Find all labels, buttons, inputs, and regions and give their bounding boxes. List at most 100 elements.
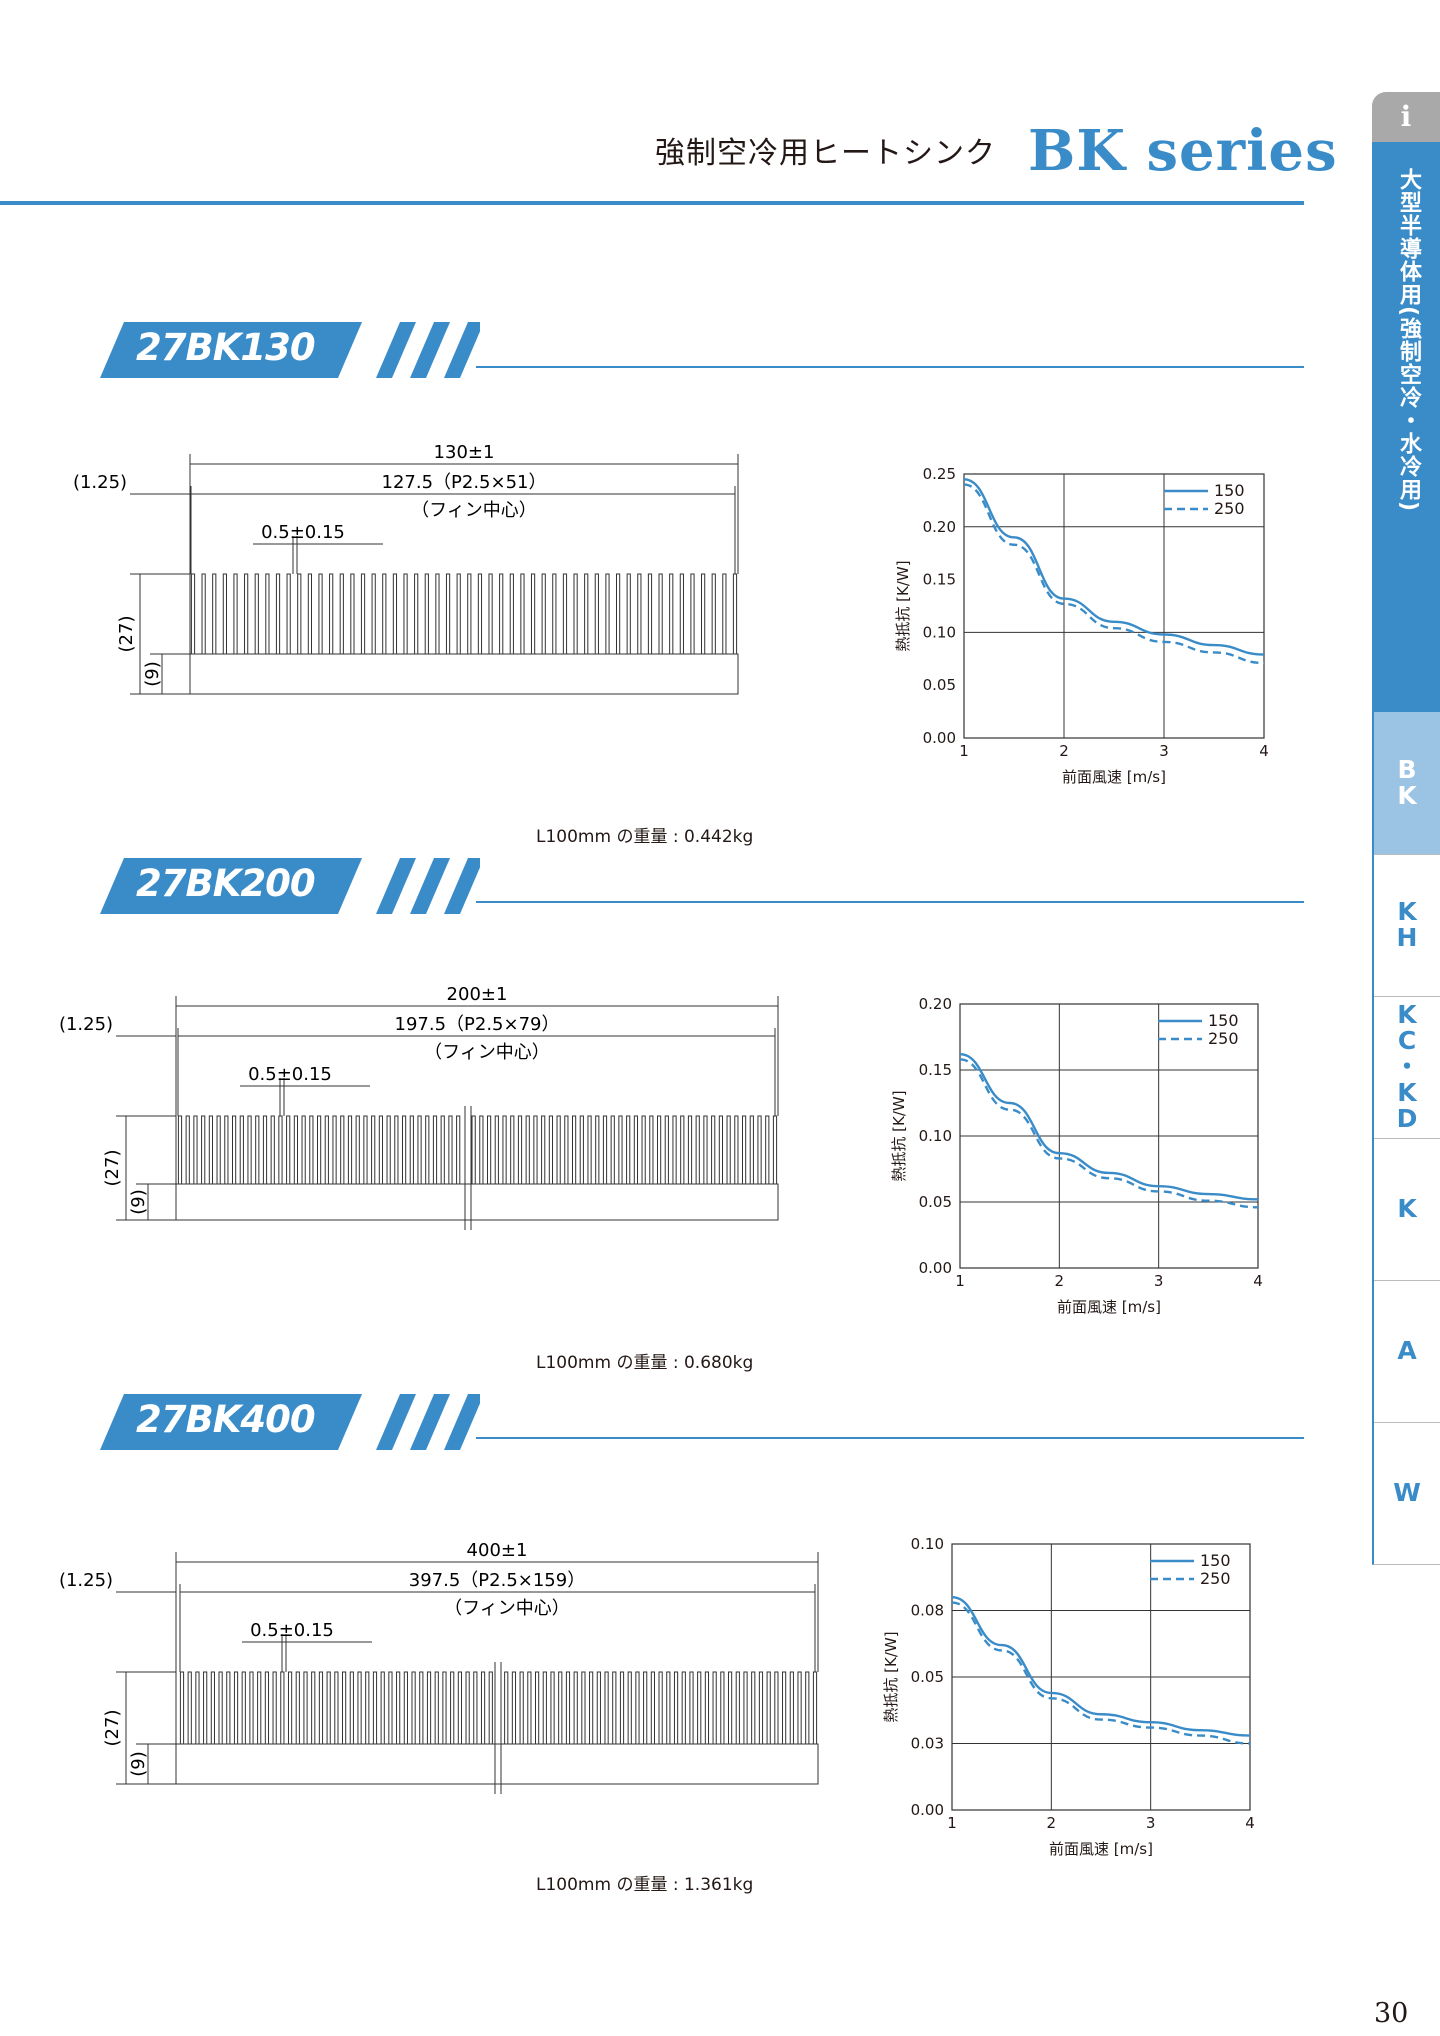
heatsink-fin [650, 1671, 655, 1745]
heatsink-fin [293, 1115, 299, 1185]
heatsink-fin [519, 1671, 524, 1745]
heatsink-fin [473, 1671, 478, 1745]
heatsink-fin [326, 1671, 331, 1745]
info-icon: i [1372, 92, 1440, 142]
heatsink-fin [626, 573, 631, 655]
heatsink-fin [442, 1671, 447, 1745]
heatsink-fin [249, 1671, 254, 1745]
fin-pitch-label: 397.5（P2.5×159） [409, 1570, 585, 1591]
fin-pitch-label: 127.5（P2.5×51） [382, 472, 547, 493]
heatsink-fin [687, 1115, 693, 1185]
heatsink-fin [224, 1115, 229, 1185]
heatsink-fin [244, 573, 249, 655]
series-title: BK series [1028, 118, 1338, 184]
heatsink-fin [212, 573, 217, 655]
heatsink-fin [201, 1115, 206, 1185]
heatsink-fin [782, 1671, 787, 1745]
heatsink-fin [749, 1115, 754, 1185]
tab-w[interactable]: W [1372, 1422, 1440, 1565]
heatsink-fin [425, 1115, 430, 1185]
heatsink-fin [275, 573, 281, 655]
x-tick-label: 2 [1047, 1814, 1057, 1832]
heatsink-fin [669, 573, 674, 655]
overall-width-label: 130±1 [434, 442, 495, 463]
banner-shape [100, 322, 362, 378]
thermal-resistance-chart: 1 2 3 4 0.00 0.05 0.10 0.15 0.20 150 250 前面風速 [m/s]… [890, 990, 1300, 1374]
heatsink-fin [465, 1671, 470, 1745]
banner-stripe [410, 858, 450, 914]
heatsink-fin [701, 573, 706, 655]
heatsink-fin [672, 1115, 677, 1185]
heatsink-fin [643, 1671, 648, 1745]
heatsink-fin [511, 1671, 517, 1745]
heatsink-fin [751, 1671, 756, 1745]
tab-k[interactable]: K [1372, 1138, 1440, 1281]
heatsink-fin [414, 573, 419, 655]
y-tick-label: 0.10 [923, 623, 956, 641]
heatsink-fin [615, 573, 621, 655]
heatsink-fin [380, 1671, 385, 1745]
section-title: 27BK130 [136, 326, 316, 369]
heatsink-fin [735, 1671, 740, 1745]
heatsink-fin [372, 1671, 378, 1745]
heatsink-fin [703, 1115, 708, 1185]
heatsink-fin [649, 1115, 654, 1185]
tab-label: K C ・ K D [1394, 1000, 1420, 1133]
banner-stripe [410, 1394, 450, 1450]
heatsink-fin [382, 573, 387, 655]
heatsink-fin [307, 573, 313, 655]
heatsink-fin [673, 1671, 679, 1745]
heatsink-fin [757, 1115, 762, 1185]
heatsink-fin [718, 1115, 724, 1185]
tab-a[interactable]: A [1372, 1280, 1440, 1423]
heatsink-fin [734, 1115, 739, 1185]
heatsink-fin [589, 1671, 594, 1745]
tab-kc-kd[interactable]: K C ・ K D [1372, 996, 1440, 1139]
heatsink-fin [392, 573, 398, 655]
heatsink-fin [765, 1115, 770, 1185]
heatsink-fin [571, 1115, 577, 1185]
heatsink-fin [270, 1115, 275, 1185]
section-banner: 27BK130 [100, 322, 484, 378]
heatsink-fin [347, 1115, 353, 1185]
heatsink-fin [711, 1115, 716, 1185]
section-rule [476, 1437, 1304, 1439]
heatsink-fin [471, 1115, 476, 1185]
base-label: (9) [128, 1189, 149, 1215]
x-tick-label: 1 [959, 742, 969, 760]
x-tick-label: 3 [1154, 1272, 1164, 1290]
heatsink-fin [318, 1671, 324, 1745]
heatsink-fin [226, 1671, 231, 1745]
y-tick-label: 0.20 [919, 995, 952, 1013]
category-tab[interactable]: 大型半導体用(強制空冷・水冷用) [1372, 142, 1440, 712]
section-rule [476, 366, 1304, 368]
heatsink-fin [584, 573, 589, 655]
heatsink-fin [456, 1115, 461, 1185]
legend-label: 150 [1200, 1551, 1231, 1570]
heatsink-fin [499, 573, 504, 655]
category-label: 大型半導体用(強制空冷・水冷用) [1396, 168, 1421, 513]
heatsink-fin [542, 1671, 547, 1745]
legend-label: 150 [1214, 481, 1245, 500]
x-tick-label: 4 [1245, 1814, 1255, 1832]
y-tick-label: 0.00 [911, 1801, 944, 1819]
overall-width-label: 200±1 [447, 984, 508, 1005]
y-tick-label: 0.10 [919, 1127, 952, 1145]
heatsink-fin [637, 573, 642, 655]
heatsink-fin [210, 1671, 215, 1745]
heatsink-fin [185, 1115, 190, 1185]
tab-label: W [1393, 1478, 1421, 1507]
heatsink-fin [432, 1115, 438, 1185]
banner-stripe [376, 322, 416, 378]
heatsink-fin [720, 1671, 725, 1745]
heatsink-fin [533, 1115, 538, 1185]
heatsink-fin [411, 1671, 416, 1745]
heatsink-fin [664, 1115, 669, 1185]
edge-label: (1.25) [59, 1014, 113, 1035]
heatsink-fin [479, 1115, 484, 1185]
heatsink-fin [190, 573, 196, 655]
heatsink-fin [419, 1671, 424, 1745]
tab-label: K [1397, 1194, 1417, 1223]
